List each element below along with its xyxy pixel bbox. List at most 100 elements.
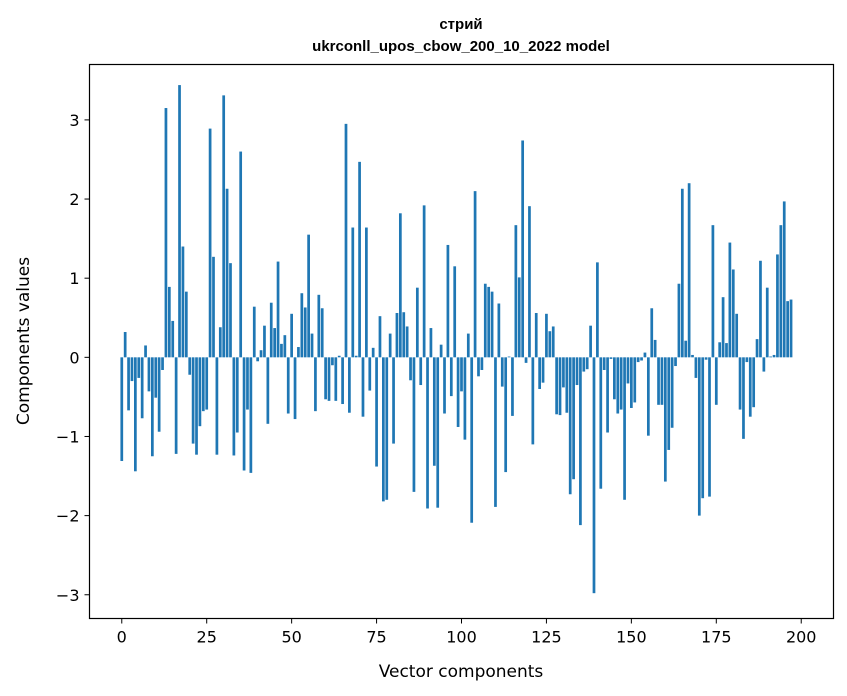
bar-184 bbox=[745, 357, 749, 363]
bar-45 bbox=[273, 328, 277, 358]
bar-32 bbox=[229, 263, 232, 358]
bar-39 bbox=[252, 306, 256, 358]
y-tick-label: 3 bbox=[69, 111, 79, 130]
bar-116 bbox=[514, 225, 518, 358]
bar-167 bbox=[687, 183, 691, 358]
bar-101 bbox=[463, 357, 467, 440]
bar-185 bbox=[748, 357, 752, 417]
y-tick-label: −3 bbox=[56, 586, 80, 605]
bar-0 bbox=[120, 357, 124, 462]
bar-127 bbox=[551, 326, 555, 358]
bar-76 bbox=[378, 316, 382, 358]
bar-130 bbox=[562, 357, 565, 388]
bar-131 bbox=[565, 357, 569, 413]
bar-74 bbox=[371, 347, 375, 358]
bar-18 bbox=[181, 246, 185, 358]
bar-176 bbox=[718, 342, 722, 358]
bar-194 bbox=[779, 225, 783, 358]
bar-31 bbox=[225, 188, 229, 358]
bar-193 bbox=[776, 254, 779, 358]
x-tick-label: 50 bbox=[281, 628, 301, 647]
bars-group bbox=[120, 85, 793, 594]
bar-183 bbox=[742, 357, 745, 439]
bar-81 bbox=[395, 313, 399, 358]
bar-121 bbox=[531, 357, 535, 445]
bar-16 bbox=[174, 357, 178, 454]
bar-180 bbox=[731, 269, 735, 358]
bar-96 bbox=[446, 244, 450, 358]
bar-108 bbox=[487, 286, 491, 358]
bar-112 bbox=[500, 357, 504, 387]
bar-54 bbox=[303, 307, 307, 358]
bar-174 bbox=[711, 225, 715, 358]
bar-69 bbox=[354, 355, 358, 358]
bar-147 bbox=[619, 357, 623, 410]
bar-125 bbox=[545, 313, 548, 358]
bar-90 bbox=[426, 357, 429, 509]
bar-197 bbox=[789, 299, 793, 358]
bar-12 bbox=[161, 357, 164, 370]
bar-110 bbox=[494, 357, 497, 507]
bar-137 bbox=[585, 357, 589, 370]
bar-142 bbox=[602, 357, 606, 370]
bar-168 bbox=[691, 354, 694, 358]
bar-111 bbox=[497, 303, 501, 358]
bar-29 bbox=[218, 327, 222, 358]
bar-55 bbox=[307, 234, 310, 358]
bar-23 bbox=[198, 357, 202, 427]
bar-128 bbox=[555, 357, 558, 415]
bar-139 bbox=[592, 357, 596, 594]
bar-190 bbox=[765, 287, 769, 358]
bar-92 bbox=[432, 357, 436, 466]
bar-49 bbox=[286, 357, 290, 414]
bar-124 bbox=[541, 357, 545, 383]
bar-10 bbox=[154, 357, 158, 398]
bar-59 bbox=[320, 308, 324, 358]
bar-48 bbox=[283, 335, 287, 358]
bar-129 bbox=[558, 357, 562, 416]
bar-189 bbox=[762, 357, 766, 372]
bar-179 bbox=[728, 242, 732, 358]
bar-34 bbox=[235, 357, 239, 433]
bar-68 bbox=[351, 227, 355, 358]
bar-9 bbox=[150, 357, 154, 457]
bar-28 bbox=[215, 357, 219, 455]
bar-98 bbox=[453, 266, 457, 358]
plot-frame bbox=[88, 63, 835, 620]
bar-67 bbox=[348, 357, 351, 413]
bar-22 bbox=[195, 357, 198, 455]
bar-73 bbox=[368, 357, 372, 391]
bar-99 bbox=[456, 357, 460, 427]
y-tick-label: 1 bbox=[69, 269, 79, 288]
x-tick-label: 75 bbox=[366, 628, 386, 647]
x-tick-label: 100 bbox=[446, 628, 477, 647]
bar-160 bbox=[663, 357, 667, 482]
bar-86 bbox=[412, 357, 416, 492]
bar-44 bbox=[269, 302, 273, 358]
bar-87 bbox=[415, 287, 419, 358]
bar-21 bbox=[191, 357, 195, 444]
bar-103 bbox=[470, 357, 474, 523]
bar-60 bbox=[324, 357, 327, 400]
bar-157 bbox=[653, 339, 657, 358]
bar-126 bbox=[548, 331, 552, 358]
y-tick-label: −1 bbox=[56, 427, 80, 446]
bar-123 bbox=[538, 357, 541, 389]
bar-38 bbox=[249, 357, 253, 473]
bar-64 bbox=[337, 355, 341, 358]
bar-37 bbox=[246, 357, 249, 410]
bar-171 bbox=[701, 357, 705, 499]
bar-186 bbox=[752, 357, 756, 408]
bar-164 bbox=[677, 283, 681, 358]
bar-51 bbox=[293, 357, 297, 420]
bar-114 bbox=[507, 356, 511, 358]
bar-158 bbox=[657, 357, 660, 405]
bar-41 bbox=[259, 350, 263, 358]
bar-132 bbox=[568, 357, 572, 495]
bar-106 bbox=[480, 357, 484, 370]
bar-104 bbox=[473, 191, 477, 358]
bar-135 bbox=[579, 357, 582, 526]
bar-40 bbox=[256, 357, 260, 362]
bar-80 bbox=[392, 357, 395, 444]
x-tick-label: 125 bbox=[531, 628, 562, 647]
